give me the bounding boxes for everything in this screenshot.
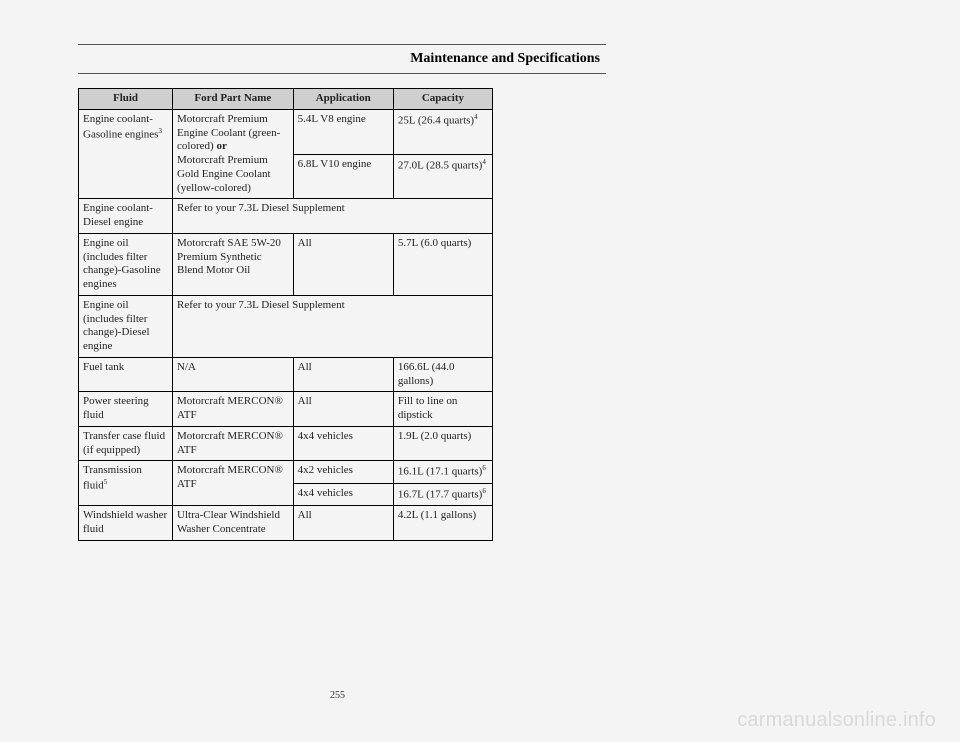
cell-cap: 27.0L (28.5 quarts)4 <box>393 154 492 199</box>
section-title: Maintenance and Specifications <box>410 51 600 66</box>
cell-fluid: Engine oil (includes filter change)-Dies… <box>79 295 173 357</box>
cell-cap: 1.9L (2.0 quarts) <box>393 426 492 461</box>
document-page: Maintenance and Specifications Fluid For… <box>78 44 606 541</box>
cell-fluid: Power steering fluid <box>79 392 173 427</box>
cell-span: Refer to your 7.3L Diesel Supplement <box>173 199 493 234</box>
cell-part: Motorcraft MERCON® ATF <box>173 461 294 506</box>
cell-cap: 4.2L (1.1 gallons) <box>393 506 492 541</box>
cell-cap: Fill to line on dipstick <box>393 392 492 427</box>
fluid-text: Transmission fluid <box>83 464 142 491</box>
cell-part: Motorcraft MERCON® ATF <box>173 426 294 461</box>
sup: 4 <box>474 113 478 121</box>
cell-fluid: Transmission fluid5 <box>79 461 173 506</box>
table-header-row: Fluid Ford Part Name Application Capacit… <box>79 89 493 110</box>
table-row: Transmission fluid5 Motorcraft MERCON® A… <box>79 461 493 483</box>
table-row: Windshield washer fluid Ultra-Clear Wind… <box>79 506 493 541</box>
table-body: Engine coolant-Gasoline engines3 Motorcr… <box>79 109 493 540</box>
table-row: Engine oil (includes filter change)-Dies… <box>79 295 493 357</box>
cap-text: 27.0L (28.5 quarts) <box>398 159 483 171</box>
cell-app: 4x4 vehicles <box>293 483 393 505</box>
table-head: Fluid Ford Part Name Application Capacit… <box>79 89 493 110</box>
cell-fluid: Fuel tank <box>79 357 173 392</box>
cap-text: 16.7L (17.7 quarts) <box>398 488 483 500</box>
cap-text: 25L (26.4 quarts) <box>398 114 474 126</box>
cell-part: Motorcraft MERCON® ATF <box>173 392 294 427</box>
cell-part: N/A <box>173 357 294 392</box>
th-app: Application <box>293 89 393 110</box>
th-part: Ford Part Name <box>173 89 294 110</box>
cell-app: 4x4 vehicles <box>293 426 393 461</box>
cell-cap: 166.6L (44.0 gallons) <box>393 357 492 392</box>
cell-fluid: Windshield washer fluid <box>79 506 173 541</box>
part-text: Motorcraft Premium Engine Coolant (green… <box>177 113 280 153</box>
cell-part: Motorcraft Premium Engine Coolant (green… <box>173 109 294 199</box>
cell-app: 6.8L V10 engine <box>293 154 393 199</box>
specs-table: Fluid Ford Part Name Application Capacit… <box>78 88 493 541</box>
cell-span: Refer to your 7.3L Diesel Supplement <box>173 295 493 357</box>
th-fluid: Fluid <box>79 89 173 110</box>
sup: 5 <box>104 478 108 486</box>
table-row: Fuel tank N/A All 166.6L (44.0 gallons) <box>79 357 493 392</box>
sup: 6 <box>482 464 486 472</box>
page-number: 255 <box>330 690 345 701</box>
table-row: Engine oil (includes filter change)-Gaso… <box>79 233 493 295</box>
table-row: Transfer case fluid (if equipped) Motorc… <box>79 426 493 461</box>
part-or: or <box>216 140 226 152</box>
fluid-text: Engine coolant-Gasoline engines <box>83 113 158 140</box>
cell-cap: 5.7L (6.0 quarts) <box>393 233 492 295</box>
th-cap: Capacity <box>393 89 492 110</box>
cell-app: All <box>293 357 393 392</box>
sup: 6 <box>482 487 486 495</box>
cell-cap: 16.1L (17.1 quarts)6 <box>393 461 492 483</box>
cell-part: Ultra-Clear Windshield Washer Concentrat… <box>173 506 294 541</box>
cell-app: 5.4L V8 engine <box>293 109 393 154</box>
cell-app: All <box>293 506 393 541</box>
cell-fluid: Engine coolant-Diesel engine <box>79 199 173 234</box>
cell-app: All <box>293 392 393 427</box>
watermark: carmanualsonline.info <box>737 709 936 732</box>
cell-fluid: Engine coolant-Gasoline engines3 <box>79 109 173 199</box>
cell-cap: 25L (26.4 quarts)4 <box>393 109 492 154</box>
cell-cap: 16.7L (17.7 quarts)6 <box>393 483 492 505</box>
table-row: Engine coolant-Gasoline engines3 Motorcr… <box>79 109 493 154</box>
cell-fluid: Engine oil (includes filter change)-Gaso… <box>79 233 173 295</box>
sup: 3 <box>158 127 162 135</box>
cell-app: All <box>293 233 393 295</box>
cell-fluid: Transfer case fluid (if equipped) <box>79 426 173 461</box>
cell-app: 4x2 vehicles <box>293 461 393 483</box>
part-text-2: Motorcraft Premium Gold Engine Coolant (… <box>177 154 271 194</box>
cell-part: Motorcraft SAE 5W-20 Premium Synthetic B… <box>173 233 294 295</box>
section-header: Maintenance and Specifications <box>78 44 606 74</box>
sup: 4 <box>482 158 486 166</box>
cap-text: 16.1L (17.1 quarts) <box>398 466 483 478</box>
table-row: Engine coolant-Diesel engine Refer to yo… <box>79 199 493 234</box>
table-row: Power steering fluid Motorcraft MERCON® … <box>79 392 493 427</box>
